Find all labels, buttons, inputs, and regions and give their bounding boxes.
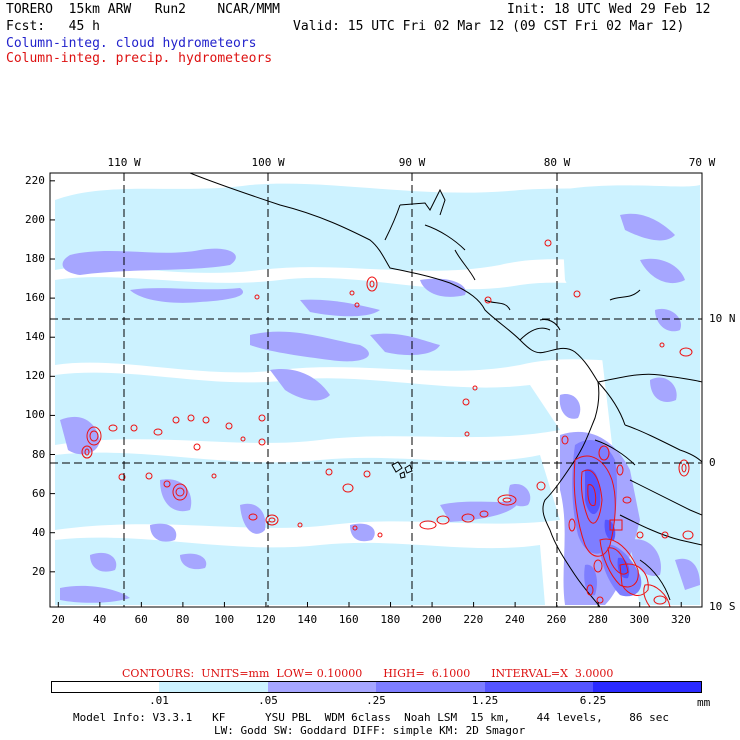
y-tick-label: 220	[25, 173, 45, 187]
x-tick-label: 220	[463, 613, 484, 626]
latitude-label: 10 S	[709, 600, 736, 613]
latitude-label: 10 N	[709, 312, 736, 325]
lat-lon-grid	[50, 173, 702, 607]
map-frame	[49, 172, 703, 608]
colorbar-swatch-1	[159, 681, 268, 693]
colorbar-tick: 1.25	[471, 694, 499, 707]
x-tick-marks	[57, 602, 682, 607]
init-time: Init: 18 UTC Wed 29 Feb 12	[507, 2, 711, 17]
x-tick-label: 80	[176, 613, 190, 626]
precip-field-label: Column-integ. precip. hydrometeors	[6, 51, 273, 66]
colorbar-swatch-2	[268, 681, 376, 693]
x-tick-label: 260	[546, 613, 567, 626]
colorbar-swatch-5	[593, 681, 702, 693]
model-info-line2: LW: Godd SW: Goddard DIFF: simple KM: 2D…	[214, 724, 526, 737]
model-info-line1: Model Info: V3.3.1 KF YSU PBL WDM 6class…	[73, 711, 670, 724]
longitude-label: 90 W	[398, 156, 426, 169]
x-tick-label: 240	[504, 613, 525, 626]
longitude-label: 100 W	[251, 156, 285, 169]
y-tick-label: 180	[25, 252, 45, 266]
x-tick-label: 100	[214, 613, 235, 626]
contour-info: CONTOURS: UNITS=mm LOW= 0.10000 HIGH= 6.…	[122, 667, 614, 680]
y-tick-label: 200	[25, 212, 45, 226]
x-tick-label: 60	[134, 613, 148, 626]
y-tick-label: 80	[32, 447, 46, 461]
colorbar-swatch-0	[51, 681, 159, 693]
y-tick-marks	[50, 180, 55, 573]
y-tick-label: 120	[25, 369, 45, 383]
colorbar-tick: .05	[258, 694, 278, 707]
longitude-label: 80 W	[543, 156, 571, 169]
longitude-label: 110 W	[107, 156, 141, 169]
longitude-label: 70 W	[688, 156, 716, 169]
colorbar-swatch-4	[485, 681, 593, 693]
colorbar-tick: .01	[149, 694, 169, 707]
lon-tick-marks	[123, 173, 703, 178]
y-tick-label: 60	[32, 486, 46, 500]
x-tick-label: 20	[51, 613, 65, 626]
y-tick-label: 100	[25, 408, 45, 422]
y-tick-label: 140	[25, 330, 45, 344]
cloud-field-label: Column-integ. cloud hydrometeors	[6, 36, 257, 51]
precip-contours	[81, 239, 694, 607]
colorbar-tick: 6.25	[579, 694, 607, 707]
x-tick-label: 280	[587, 613, 608, 626]
y-tick-label: 40	[32, 525, 46, 539]
x-tick-label: 300	[629, 613, 650, 626]
valid-time: Valid: 15 UTC Fri 02 Mar 12 (09 CST Fri …	[293, 19, 685, 34]
x-tick-label: 320	[671, 613, 691, 626]
y-tick-label: 160	[25, 291, 45, 305]
y-tick-label: 20	[32, 564, 46, 578]
x-tick-label: 40	[93, 613, 107, 626]
model-title: TORERO 15km ARW Run2 NCAR/MMM	[6, 2, 280, 17]
latitude-label: 0	[709, 456, 716, 469]
colorbar-swatch-3	[376, 681, 485, 693]
cloud-shading	[55, 183, 700, 605]
x-tick-label: 160	[338, 613, 359, 626]
colorbar-unit: mm	[697, 696, 711, 709]
forecast-hour: Fcst: 45 h	[6, 19, 100, 34]
coastlines	[189, 173, 702, 607]
x-tick-label: 140	[297, 613, 318, 626]
x-tick-label: 180	[380, 613, 401, 626]
x-tick-label: 200	[421, 613, 442, 626]
x-tick-label: 120	[255, 613, 276, 626]
colorbar-tick: .25	[366, 694, 386, 707]
